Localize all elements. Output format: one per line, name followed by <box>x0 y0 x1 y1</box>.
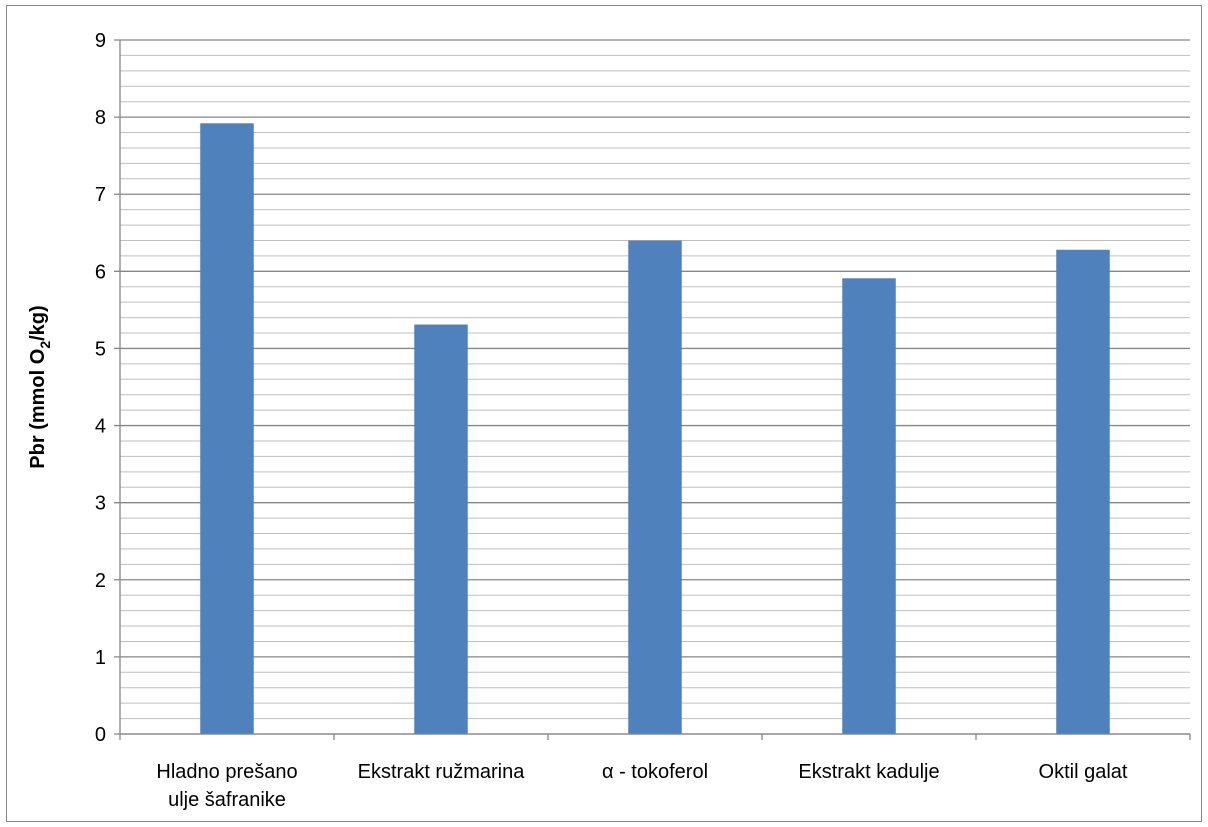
bar <box>628 240 682 734</box>
y-axis-label: Pbr (mmol O2/kg) <box>27 305 53 468</box>
y-tick-label: 2 <box>95 570 106 592</box>
y-tick-label: 1 <box>95 647 106 669</box>
y-tick-labels: 0 1 2 3 4 5 6 7 8 9 <box>95 30 106 746</box>
x-category-label: Ekstrakt ružmarina <box>358 761 526 783</box>
x-category-label: Hladno prešano <box>156 761 297 783</box>
x-category-label: Oktil galat <box>1039 761 1128 783</box>
x-category-label: α - tokoferol <box>602 761 708 783</box>
x-category-label: Ekstrakt kadulje <box>798 761 939 783</box>
x-category-label: ulje šafranike <box>168 789 286 811</box>
bar <box>200 123 254 734</box>
axes <box>119 40 1191 740</box>
y-tick-label: 6 <box>95 261 106 283</box>
bars <box>200 123 1110 734</box>
y-tick-label: 7 <box>95 184 106 206</box>
x-category-labels: Hladno prešano ulje šafranike Ekstrakt ruž… <box>156 761 1128 811</box>
y-axis-label-main: Pbr (mmol O <box>27 349 49 469</box>
y-tick-label: 5 <box>95 338 106 360</box>
y-tick-label: 4 <box>95 416 106 438</box>
y-tick-label: 0 <box>95 724 106 746</box>
y-tick-label: 8 <box>95 107 106 129</box>
bar <box>842 278 896 734</box>
bar <box>414 324 468 734</box>
y-tick-label: 3 <box>95 493 106 515</box>
y-axis-label-suffix: /kg) <box>27 305 49 341</box>
y-tick-label: 9 <box>95 30 106 52</box>
y-axis-label-subscript: 2 <box>37 341 53 349</box>
bar <box>1056 249 1110 734</box>
